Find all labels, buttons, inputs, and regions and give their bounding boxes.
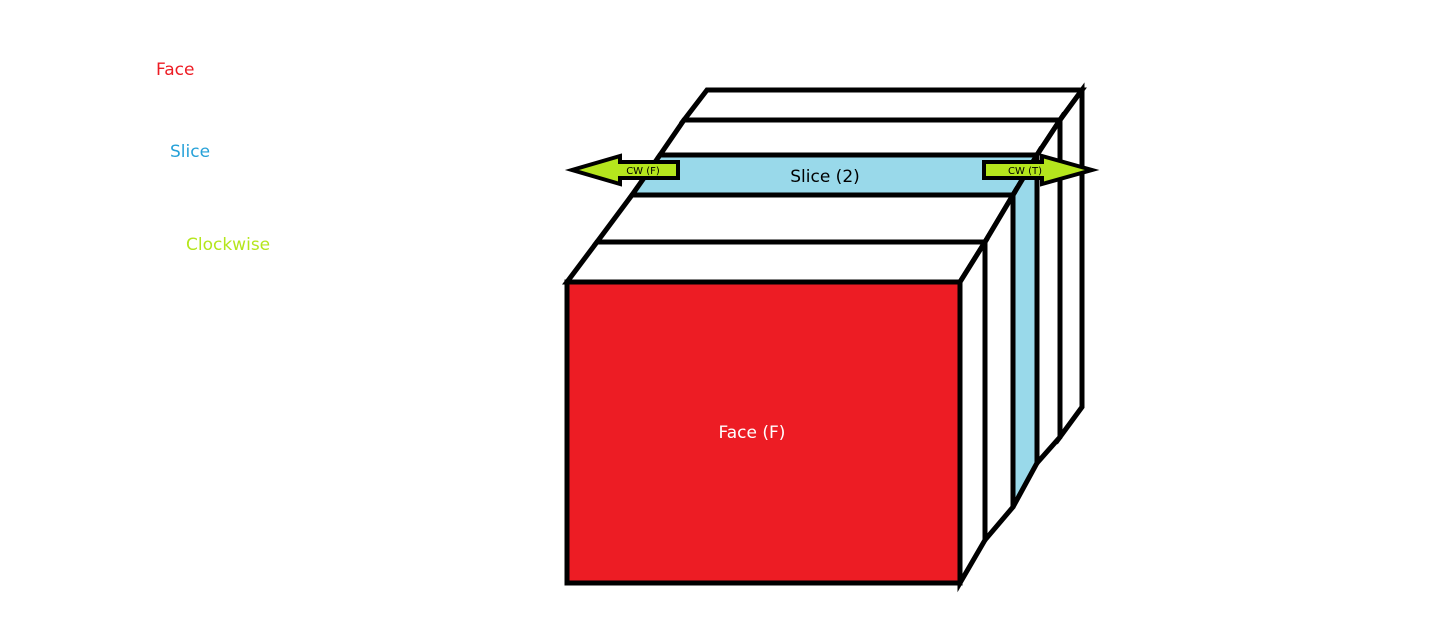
layer-1-right: [982, 185, 1016, 547]
layer-0-right: [957, 233, 988, 593]
layer-1-top: [592, 192, 1018, 245]
cw-t-arrow: [982, 153, 1100, 187]
face-label: Face (F): [719, 423, 786, 443]
front-face: [564, 279, 963, 586]
layer-3-top: [655, 117, 1065, 158]
layer-0-top: [562, 239, 990, 285]
slice-right: [1010, 145, 1040, 509]
layer-4-right: [1057, 82, 1085, 445]
legend-slice-label: Slice: [170, 142, 211, 162]
legend-face-label: Face: [156, 60, 195, 80]
layer-4-top: [678, 87, 1087, 123]
cw-f-label: CW (F): [626, 166, 660, 177]
slice-label: Slice (2): [790, 167, 860, 187]
cw-t-label: CW (T): [1008, 166, 1042, 177]
legend-clockwise-label: Clockwise: [186, 235, 271, 255]
cw-f-arrow: [564, 153, 680, 187]
